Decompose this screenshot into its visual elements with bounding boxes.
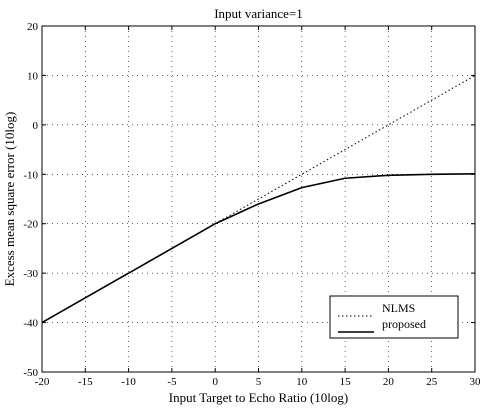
x-tick-label: 25 — [426, 376, 438, 388]
series — [41, 74, 476, 324]
y-tick-label: 10 — [27, 70, 39, 82]
axis-ticks: -20 -15 -10 -5 0 5 10 15 20 25 30-50-40-30-20-1001… — [23, 21, 481, 388]
y-tick-label: -50 — [23, 367, 38, 379]
y-tick-label: -40 — [23, 318, 38, 330]
x-tick-label: 20 — [383, 376, 395, 388]
x-tick-label: -5 — [167, 376, 177, 388]
series-line-proposed — [41, 172, 476, 324]
legend-label-proposed: proposed — [382, 317, 426, 331]
series-line-nlms — [41, 74, 476, 324]
y-axis-label: Excess mean square error (10log) — [2, 112, 17, 287]
x-tick-label: 30 — [470, 376, 482, 388]
chart-title: Input variance=1 — [214, 6, 303, 21]
legend-box — [329, 295, 459, 339]
x-tick-label: -15 — [78, 376, 93, 388]
legend-label-nlms: NLMS — [382, 301, 415, 315]
x-axis-label: Input Target to Echo Ratio (10log) — [169, 390, 349, 405]
y-tick-label: -30 — [23, 268, 38, 280]
x-tick-label: 5 — [256, 376, 262, 388]
y-tick-label: 20 — [27, 21, 39, 33]
x-tick-label: 10 — [296, 376, 308, 388]
x-tick-label: 0 — [212, 376, 218, 388]
x-tick-label: -20 — [35, 376, 50, 388]
legend: NLMS proposed — [329, 295, 459, 339]
y-tick-label: -20 — [23, 219, 38, 231]
x-tick-label: -10 — [121, 376, 136, 388]
x-tick-label: 15 — [340, 376, 352, 388]
y-tick-label: 0 — [33, 120, 39, 132]
y-tick-label: -10 — [23, 169, 38, 181]
